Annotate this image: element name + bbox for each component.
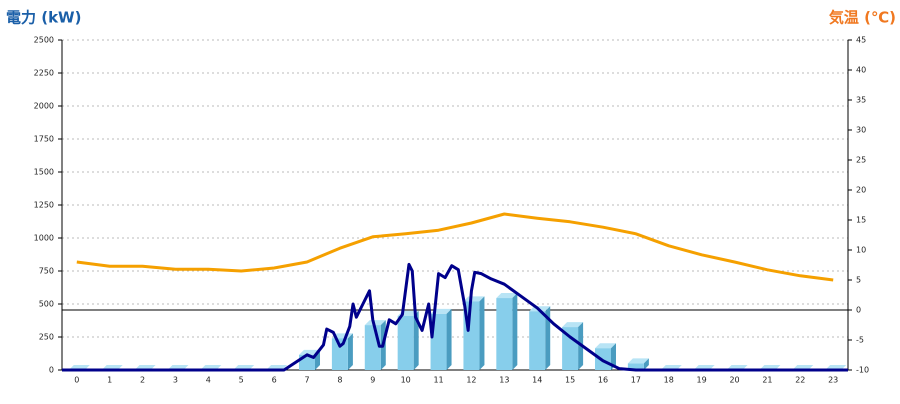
- x-tick-label: 10: [401, 376, 411, 385]
- x-tick-label: 8: [337, 376, 342, 385]
- bar: [562, 327, 579, 370]
- bar-side: [479, 296, 485, 370]
- x-tick-label: 0: [74, 376, 79, 385]
- y2-tick-label: -5: [856, 336, 864, 345]
- x-tick-label: 15: [565, 376, 575, 385]
- y2-tick-label: 5: [856, 276, 861, 285]
- y2-tick-label: 15: [856, 216, 866, 225]
- bar-side: [347, 333, 353, 370]
- x-tick-label: 7: [304, 376, 309, 385]
- bar: [496, 298, 513, 370]
- bar-side: [643, 358, 649, 370]
- x-tick-label: 3: [173, 376, 178, 385]
- bar-top: [594, 343, 616, 349]
- x-tick-label: 4: [206, 376, 211, 385]
- bar: [627, 363, 644, 370]
- y2-tick-label: 0: [856, 306, 861, 315]
- x-tick-label: 21: [762, 376, 772, 385]
- y2-tick-label: 45: [856, 36, 866, 45]
- y2-tick-label: 20: [856, 186, 866, 195]
- x-tick-label: 5: [239, 376, 244, 385]
- y2-tick-label: -10: [856, 366, 869, 375]
- y-tick-label: 1750: [34, 135, 54, 144]
- x-tick-label: 11: [433, 376, 443, 385]
- bar-top: [496, 293, 518, 299]
- y-tick-label: 1500: [34, 168, 54, 177]
- x-tick-label: 22: [795, 376, 805, 385]
- bar-side: [446, 308, 452, 370]
- line: [62, 262, 848, 372]
- x-tick-label: 14: [532, 376, 542, 385]
- x-tick-label: 18: [664, 376, 674, 385]
- x-tick-label: 23: [828, 376, 838, 385]
- y-tick-label: 2250: [34, 69, 54, 78]
- x-tick-label: 9: [370, 376, 375, 385]
- x-tick-label: 1: [107, 376, 112, 385]
- y-tick-label: 250: [39, 333, 54, 342]
- bar-side: [413, 310, 419, 370]
- x-tick-label: 20: [729, 376, 739, 385]
- y-tick-label: 1000: [34, 234, 54, 243]
- bar: [529, 311, 546, 370]
- bar: [430, 313, 447, 370]
- bar: [331, 338, 348, 370]
- bar: [397, 315, 414, 370]
- bar-top: [364, 320, 386, 326]
- bar-side: [512, 293, 518, 370]
- x-tick-label: 17: [631, 376, 641, 385]
- line: [76, 212, 834, 282]
- y-tick-label: 2500: [34, 36, 54, 45]
- bar-top: [627, 358, 649, 364]
- x-tick-label: 16: [598, 376, 608, 385]
- y-tick-label: 750: [39, 267, 54, 276]
- bar-side: [545, 306, 551, 370]
- bar-top: [463, 296, 485, 302]
- x-tick-label: 13: [499, 376, 509, 385]
- y2-tick-label: 25: [856, 156, 866, 165]
- bar-top: [562, 322, 584, 328]
- y2-tick-label: 10: [856, 246, 866, 255]
- x-tick-label: 2: [140, 376, 145, 385]
- y2-tick-label: 35: [856, 96, 866, 105]
- y-tick-label: 1250: [34, 201, 54, 210]
- y-tick-label: 0: [49, 366, 54, 375]
- x-tick-label: 6: [272, 376, 277, 385]
- y2-tick-label: 40: [856, 66, 866, 75]
- y-tick-label: 2000: [34, 102, 54, 111]
- bar: [364, 325, 381, 370]
- x-tick-label: 19: [697, 376, 707, 385]
- y-tick-label: 500: [39, 300, 54, 309]
- y2-tick-label: 30: [856, 126, 866, 135]
- y2-axis-title: 気温 (℃): [829, 9, 896, 27]
- y-axis-title: 電力 (kW): [6, 9, 81, 27]
- x-tick-label: 12: [466, 376, 476, 385]
- bar-side: [610, 343, 616, 370]
